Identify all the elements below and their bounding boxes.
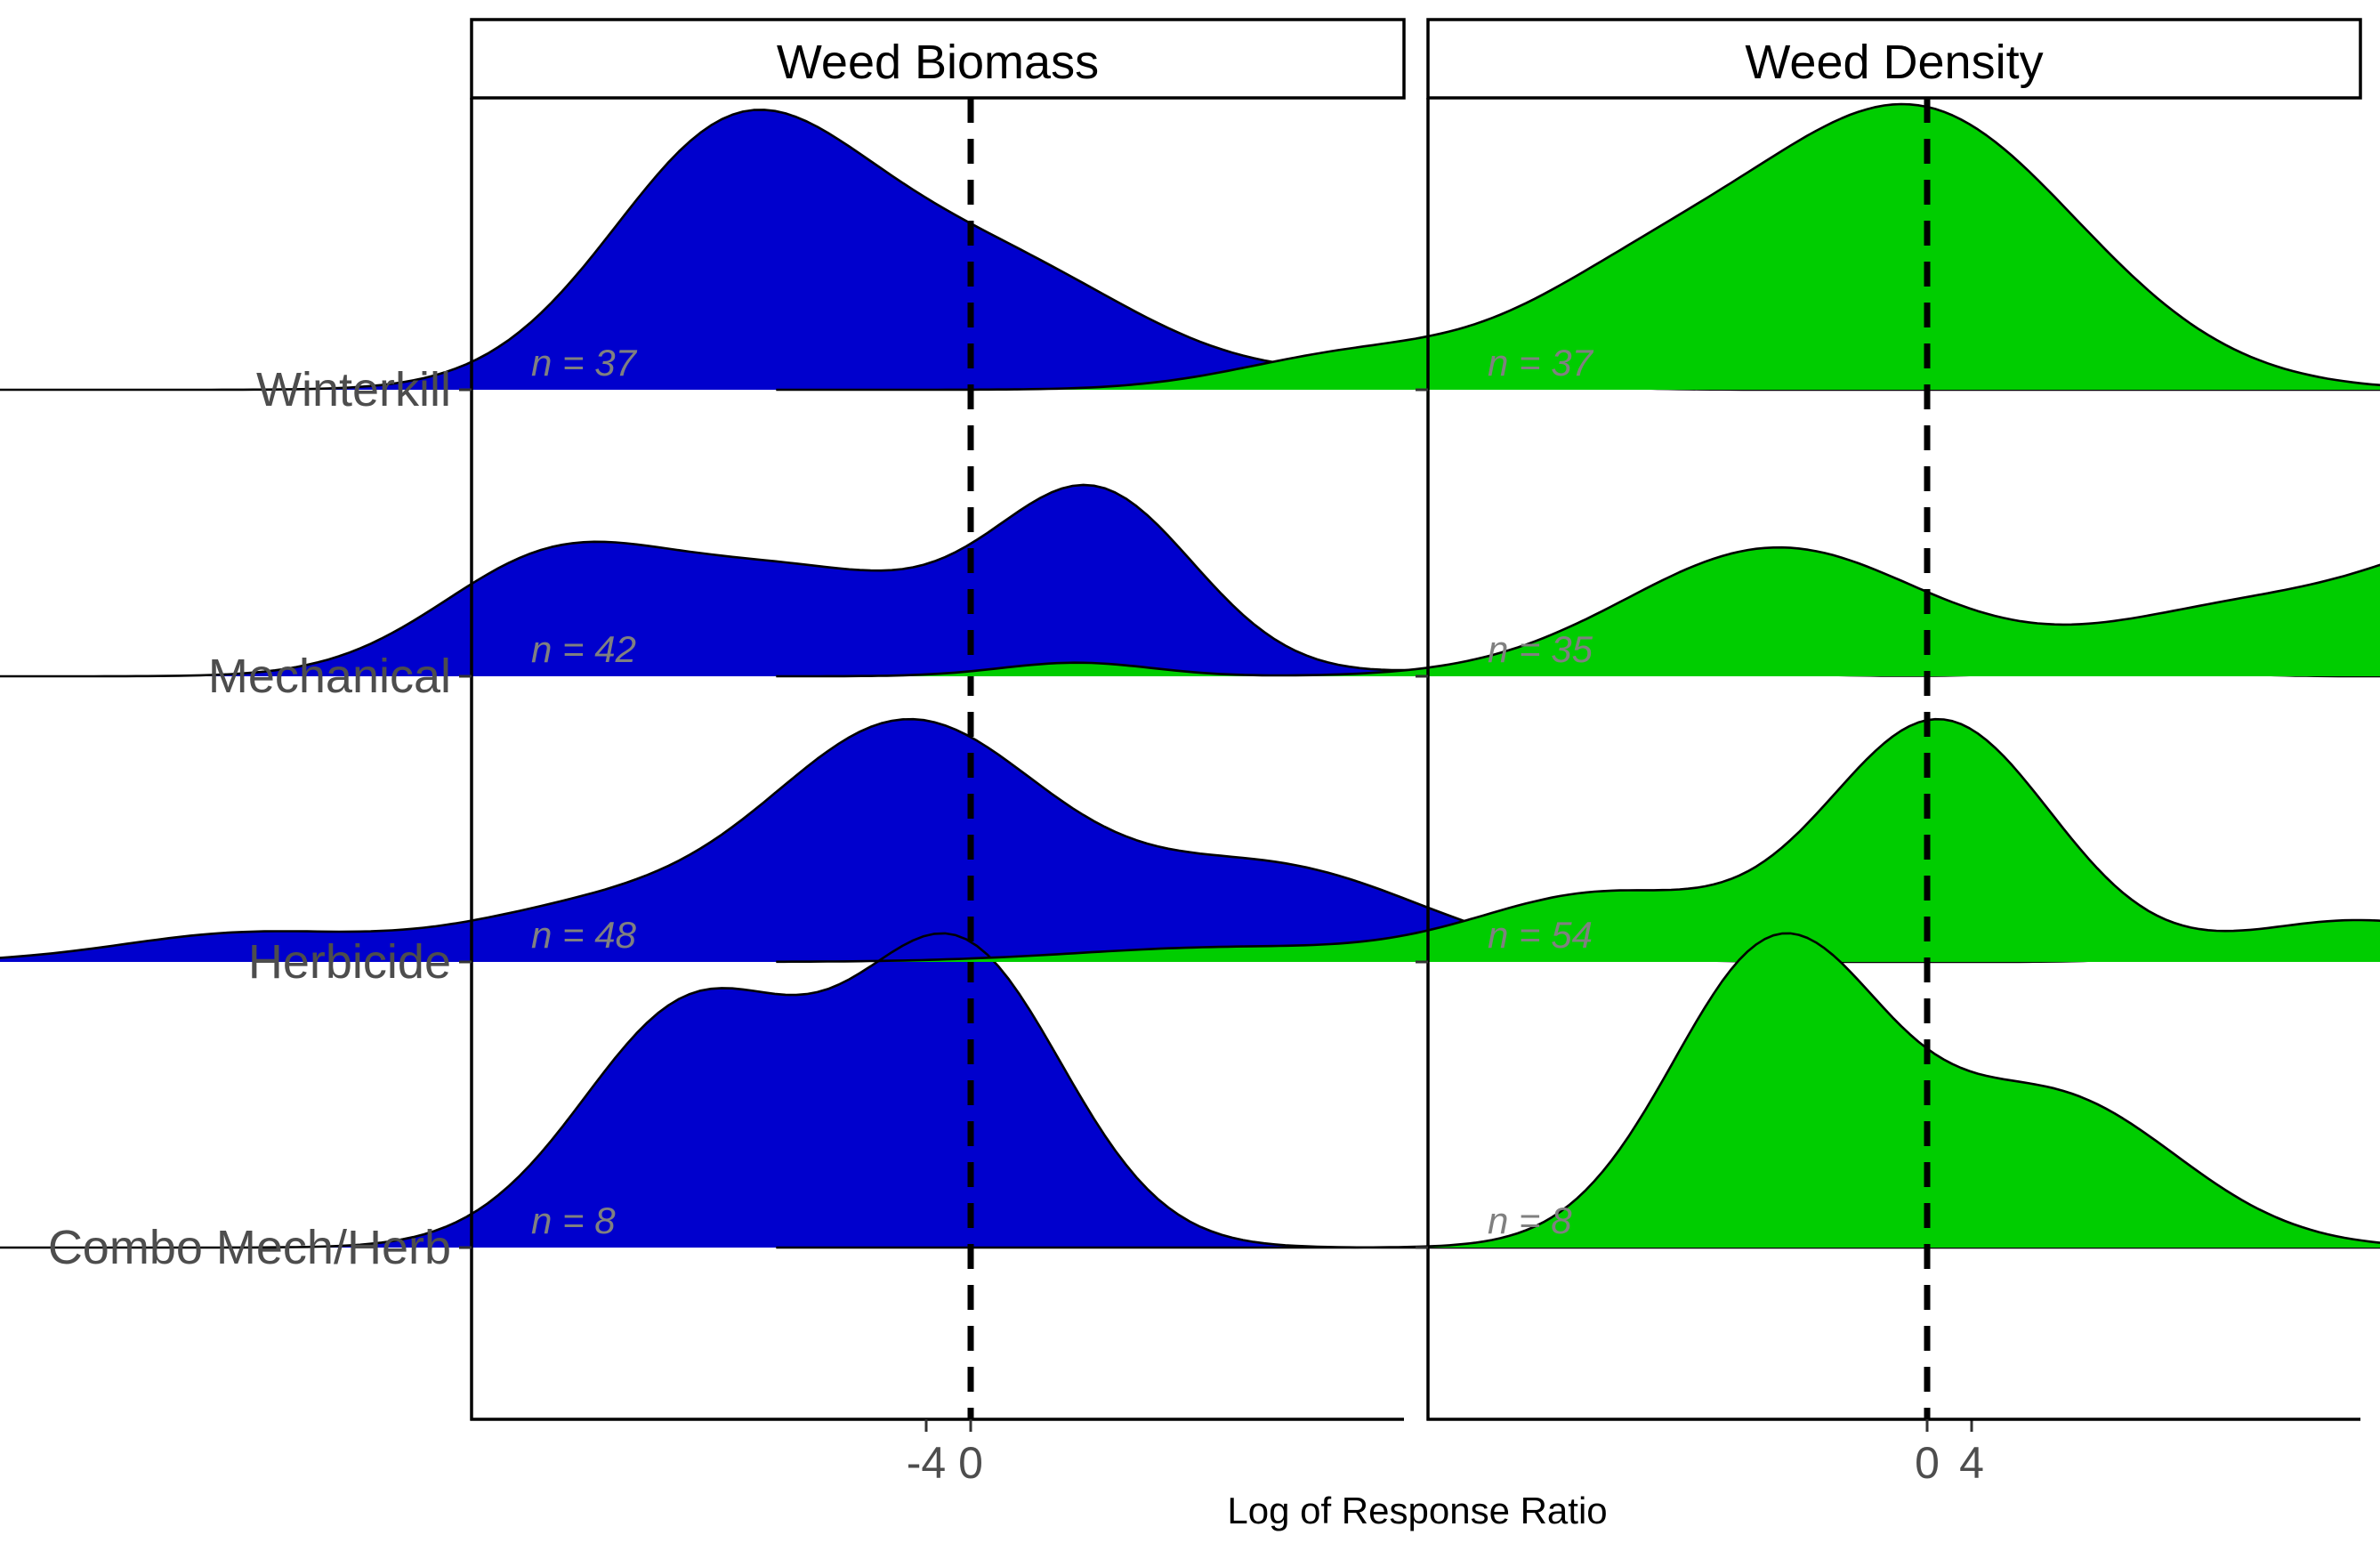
density-ridge-mechanical bbox=[0, 484, 2380, 676]
density-ridge-combo-mech-herb bbox=[0, 933, 2380, 1248]
category-labels: Winterkill Mechanical Herbicide Combo Mech/… bbox=[48, 363, 451, 1274]
n-label: n = 37 bbox=[1488, 342, 1594, 384]
n-label: n = 42 bbox=[531, 628, 636, 670]
facet-strip-title: Weed Biomass bbox=[777, 36, 1099, 89]
y-category-label: Winterkill bbox=[256, 363, 451, 416]
density-ridge-mechanical bbox=[776, 547, 2380, 676]
x-tick-label: 4 bbox=[1959, 1438, 1984, 1488]
x-tick-label: -4 bbox=[907, 1438, 946, 1488]
density-ridge-herbicide bbox=[0, 719, 2380, 962]
density-ridge-combo-mech-herb bbox=[776, 933, 2380, 1248]
n-label: n = 8 bbox=[531, 1200, 616, 1241]
density-ridge-herbicide bbox=[776, 719, 2380, 962]
density-ridge-outline bbox=[776, 717, 2380, 964]
y-category-label: Combo Mech/Herb bbox=[48, 1221, 451, 1274]
n-label: n = 54 bbox=[1488, 914, 1593, 956]
n-label: n = 37 bbox=[531, 342, 638, 384]
density-ridge-winterkill bbox=[0, 109, 2380, 390]
n-label: n = 8 bbox=[1488, 1200, 1572, 1241]
y-category-label: Mechanical bbox=[208, 650, 451, 703]
density-ridge-outline bbox=[776, 545, 2380, 678]
y-category-label: Herbicide bbox=[248, 935, 451, 989]
facet-strip-box bbox=[470, 18, 1406, 100]
density-ridge-outline bbox=[776, 932, 2380, 1249]
n-label: n = 35 bbox=[1488, 628, 1593, 670]
facet-strip-title: Weed Density bbox=[1745, 36, 2043, 89]
density-ridge-winterkill bbox=[776, 104, 2380, 390]
facet-strip-box bbox=[1426, 18, 2362, 100]
x-tick-label: 0 bbox=[1915, 1438, 1940, 1488]
ridges bbox=[776, 102, 2380, 1249]
x-tick-label: 0 bbox=[958, 1438, 983, 1488]
n-label: n = 48 bbox=[531, 914, 637, 956]
x-axis-title: Log of Response Ratio bbox=[1227, 1490, 1607, 1531]
density-ridge-outline bbox=[776, 102, 2380, 392]
